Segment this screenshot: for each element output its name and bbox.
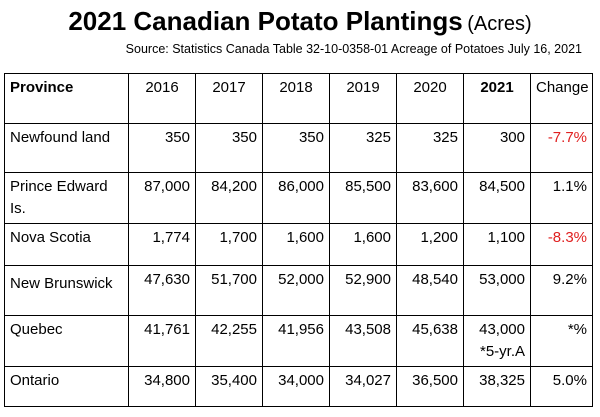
column-header-province: Province bbox=[4, 73, 129, 124]
source-note: Source: Statistics Canada Table 32-10-03… bbox=[125, 42, 582, 56]
value-2017: 35,400 bbox=[195, 366, 263, 407]
value-2018: 86,000 bbox=[262, 172, 330, 224]
province-cell: Newfound land bbox=[4, 123, 129, 173]
value-2019: 325 bbox=[329, 123, 397, 173]
value-2016: 350 bbox=[128, 123, 196, 173]
value-2020: 45,638 bbox=[396, 315, 464, 367]
value-2021: 38,325 bbox=[463, 366, 531, 407]
change-cell: 9.2% bbox=[530, 265, 593, 316]
value-2021: 53,000 bbox=[463, 265, 531, 316]
value-2021-number: 38,325 bbox=[479, 372, 525, 389]
change-cell: *% bbox=[530, 315, 593, 367]
column-header-change: Change bbox=[530, 73, 593, 124]
value-2020: 83,600 bbox=[396, 172, 464, 224]
title-unit: (Acres) bbox=[467, 13, 532, 35]
value-2021-number: 1,100 bbox=[487, 229, 525, 246]
table-row: Newfound land 350 350 350 325 325 300 -7… bbox=[4, 123, 593, 173]
value-2016: 41,761 bbox=[128, 315, 196, 367]
table-row: Quebec 41,761 42,255 41,956 43,508 45,63… bbox=[4, 315, 593, 367]
value-2017: 84,200 bbox=[195, 172, 263, 224]
province-cell: Quebec bbox=[4, 315, 129, 367]
value-2021-number: 43,000 bbox=[479, 321, 525, 338]
value-2020: 48,540 bbox=[396, 265, 464, 316]
value-2020: 325 bbox=[396, 123, 464, 173]
value-2016: 34,800 bbox=[128, 366, 196, 407]
value-2021: 1,100 bbox=[463, 223, 531, 266]
value-2018: 1,600 bbox=[262, 223, 330, 266]
value-2018: 52,000 bbox=[262, 265, 330, 316]
title-main: 2021 Canadian Potato Plantings bbox=[68, 6, 463, 36]
value-2021: 300 bbox=[463, 123, 531, 173]
value-2019: 43,508 bbox=[329, 315, 397, 367]
column-header-2020: 2020 bbox=[396, 73, 464, 124]
value-2020: 1,200 bbox=[396, 223, 464, 266]
value-2019: 85,500 bbox=[329, 172, 397, 224]
page-title: 2021 Canadian Potato Plantings (Acres) bbox=[0, 6, 600, 41]
value-2019: 52,900 bbox=[329, 265, 397, 316]
value-2016: 87,000 bbox=[128, 172, 196, 224]
value-2017: 1,700 bbox=[195, 223, 263, 266]
value-2021-number: 53,000 bbox=[479, 271, 525, 288]
table-row: Prince Edward Is. 87,000 84,200 86,000 8… bbox=[4, 172, 593, 224]
potato-acreage-table: Province 2016 2017 2018 2019 2020 2021 C… bbox=[4, 73, 593, 407]
value-2021-number: 300 bbox=[499, 129, 525, 146]
column-header-2017: 2017 bbox=[195, 73, 263, 124]
value-2021-footnote: *5-yr.A bbox=[479, 343, 525, 360]
value-2018: 34,000 bbox=[262, 366, 330, 407]
column-header-2019: 2019 bbox=[329, 73, 397, 124]
change-cell: 1.1% bbox=[530, 172, 593, 224]
column-header-2018: 2018 bbox=[262, 73, 330, 124]
value-2017: 42,255 bbox=[195, 315, 263, 367]
table-row: Ontario 34,800 35,400 34,000 34,027 36,5… bbox=[4, 366, 593, 407]
table-row: Nova Scotia 1,774 1,700 1,600 1,600 1,20… bbox=[4, 223, 593, 266]
value-2018: 41,956 bbox=[262, 315, 330, 367]
value-2019: 34,027 bbox=[329, 366, 397, 407]
value-2016: 47,630 bbox=[128, 265, 196, 316]
column-header-2016: 2016 bbox=[128, 73, 196, 124]
value-2016: 1,774 bbox=[128, 223, 196, 266]
province-cell: Ontario bbox=[4, 366, 129, 407]
province-cell: New Brunswick bbox=[4, 265, 129, 316]
change-cell: 5.0% bbox=[530, 366, 593, 407]
province-cell: Prince Edward Is. bbox=[4, 172, 129, 224]
value-2021-number: 84,500 bbox=[479, 178, 525, 195]
column-header-2021: 2021 bbox=[463, 73, 531, 124]
value-2021: 84,500 bbox=[463, 172, 531, 224]
header-row: Province 2016 2017 2018 2019 2020 2021 C… bbox=[4, 73, 593, 124]
value-2019: 1,600 bbox=[329, 223, 397, 266]
change-cell: -7.7% bbox=[530, 123, 593, 173]
table-row: New Brunswick 47,630 51,700 52,000 52,90… bbox=[4, 265, 593, 316]
change-cell: -8.3% bbox=[530, 223, 593, 266]
value-2017: 350 bbox=[195, 123, 263, 173]
province-cell: Nova Scotia bbox=[4, 223, 129, 266]
value-2018: 350 bbox=[262, 123, 330, 173]
value-2021: 43,000 *5-yr.A bbox=[463, 315, 531, 367]
value-2020: 36,500 bbox=[396, 366, 464, 407]
value-2017: 51,700 bbox=[195, 265, 263, 316]
